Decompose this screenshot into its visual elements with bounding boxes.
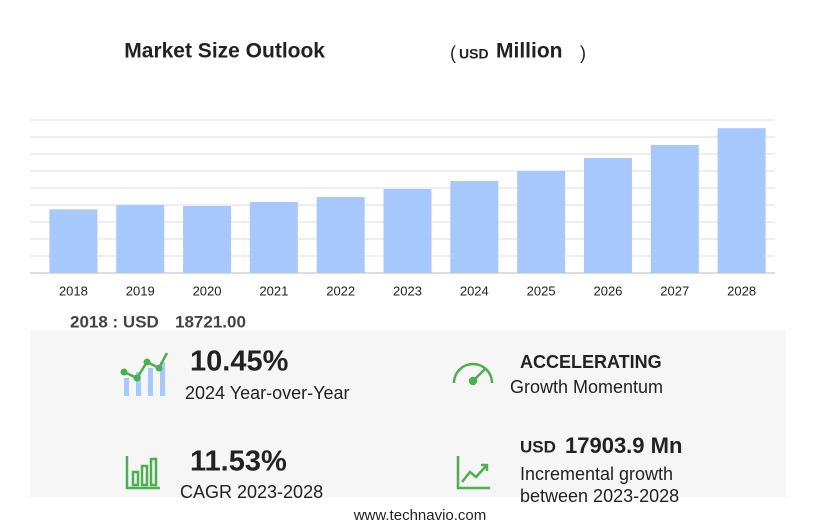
bar: [650, 144, 699, 273]
x-tick-label: 2021: [259, 283, 288, 298]
bar: [49, 209, 98, 273]
x-tick-label: 2023: [393, 283, 422, 298]
bar: [249, 201, 298, 273]
icon-incremental: [456, 456, 490, 490]
icon-momentum: [452, 362, 494, 386]
x-tick-label: 2022: [326, 283, 355, 298]
bar: [583, 158, 632, 273]
x-tick-label: 2026: [593, 283, 622, 298]
bar: [316, 197, 365, 273]
title-unit: Million: [496, 40, 563, 63]
stat-value: 11.53%: [190, 446, 287, 478]
title-paren: ): [580, 43, 586, 63]
stat-label: CAGR 2023-2028: [180, 482, 323, 502]
base-value: 18721.00: [175, 312, 246, 331]
title-paren: (: [450, 43, 456, 63]
title-unit-prefix: USD: [459, 46, 489, 62]
x-tick-label: 2028: [727, 283, 756, 298]
x-tick-label: 2020: [193, 283, 222, 298]
footer: www.technavio.com: [353, 507, 487, 524]
bar: [183, 206, 232, 273]
bar: [116, 205, 165, 273]
x-tick-label: 2018: [59, 283, 88, 298]
chart-title: Market Size Outlook: [124, 40, 325, 63]
stat-value: 17903.9 Mn: [565, 433, 682, 458]
bar: [517, 171, 566, 273]
stat-value: ACCELERATING: [520, 352, 662, 372]
icon-cagr: [125, 456, 160, 490]
bar: [383, 189, 432, 273]
stat-value: 10.45%: [190, 346, 289, 378]
x-tick-label: 2027: [660, 283, 689, 298]
icon-yoy: [120, 352, 169, 396]
bar: [717, 128, 766, 273]
stat-prefix: USD: [520, 437, 556, 456]
stat-label: Growth Momentum: [510, 377, 663, 397]
x-tick-label: 2025: [527, 283, 556, 298]
x-tick-label: 2019: [126, 283, 155, 298]
base-label: 2018 : USD: [70, 312, 159, 331]
x-tick-label: 2024: [460, 283, 489, 298]
bar: [450, 180, 499, 273]
stat-label: Incremental growth: [520, 464, 673, 484]
stat-label: between 2023-2028: [520, 486, 679, 506]
stat-label: 2024 Year-over-Year: [185, 383, 349, 403]
